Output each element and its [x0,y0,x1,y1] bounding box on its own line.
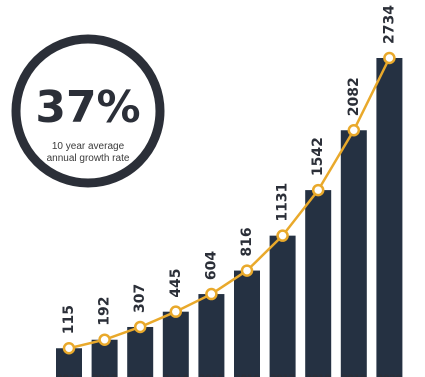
badge-caption-line1: 10 year average [52,141,125,152]
marker-2015 [205,287,218,301]
bar-2018 [305,190,332,377]
bars-group [56,58,403,377]
year-labels-group: 2011 2012 2013 2014 2015 2016 2017 2018 2019 2020 [56,374,401,377]
marker-2020 [383,51,396,65]
marker-2013 [133,320,147,334]
value-label-2019: 2082 [346,77,362,116]
marker-2016 [240,264,254,277]
badge-caption-line2: annual growth rate [47,153,130,164]
value-labels-group: 115 192 307 445 604 816 1131 1542 2082 2734 [61,5,397,334]
bar-2019 [340,130,367,377]
value-label-2013: 307 [132,284,148,313]
marker-2018 [311,183,325,197]
bar-2013 [127,326,154,377]
marker-2014 [169,305,183,318]
growth-line [68,57,391,350]
year-label-2019: 2019 [341,374,366,377]
bar-2014 [162,311,189,377]
marker-2011 [62,342,76,355]
year-label-2017: 2017 [270,374,295,377]
bar-2015 [198,294,225,377]
year-label-2014: 2014 [163,374,188,377]
value-label-2011: 115 [61,305,77,334]
year-label-2015: 2015 [199,374,224,377]
year-label-2013: 2013 [128,374,153,377]
value-label-2014: 445 [168,268,184,297]
year-label-2012: 2012 [92,374,117,377]
year-label-2018: 2018 [306,374,331,377]
growth-badge: 37% 10 year average annual growth rate [11,34,165,188]
year-label-2016: 2016 [234,374,259,377]
growth-line-group [62,51,396,355]
badge-ring [11,34,165,188]
badge-value: 37% [35,82,140,133]
value-label-2020: 2734 [381,5,397,44]
bar-2016 [234,270,260,377]
year-label-2020: 2020 [377,374,402,377]
value-label-2018: 1542 [310,137,326,176]
value-label-2015: 604 [203,251,219,280]
value-label-2012: 192 [97,296,113,325]
bar-2020 [376,58,403,377]
marker-2019 [347,124,361,137]
marker-2017 [276,229,289,242]
year-label-2011: 2011 [56,374,81,377]
value-label-2016: 816 [239,227,255,256]
bar-2017 [269,235,296,377]
value-label-2017: 1131 [275,183,291,222]
marker-2012 [98,333,111,346]
